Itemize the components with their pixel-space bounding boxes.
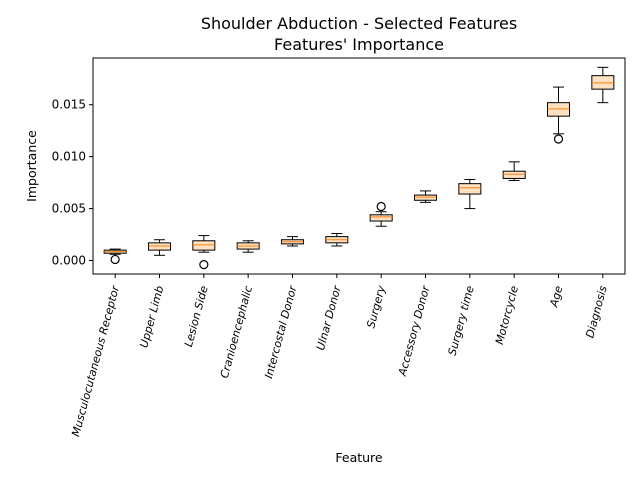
box-body — [192, 240, 216, 251]
box-body — [148, 242, 171, 251]
y-axis: 0.000 0.005 0.010 0.015 — [52, 98, 93, 268]
x-tick-label: Diagnosis — [583, 284, 609, 339]
x-tick-label: Motorcycle — [493, 284, 521, 346]
y-tick-label: 0.010 — [52, 150, 86, 164]
y-tick-label: 0.005 — [52, 202, 86, 216]
y-tick-label: 0.015 — [52, 98, 86, 112]
box-body — [369, 214, 393, 222]
box-11 — [547, 86, 570, 144]
x-tick-label: Musculocutaneous Receptor — [69, 283, 122, 438]
box-body — [502, 170, 526, 179]
x-tick-label: Intercostal Donor — [262, 283, 300, 380]
box-12 — [591, 66, 615, 104]
box-9 — [458, 179, 482, 210]
box-2 — [148, 239, 171, 256]
box-body — [547, 102, 570, 117]
outlier-point — [110, 254, 120, 265]
chart-subtitle: Features' Importance — [274, 35, 444, 54]
y-tick-label: 0.000 — [52, 254, 86, 268]
x-tick-label: Upper Limb — [137, 284, 166, 349]
box-8 — [414, 190, 437, 203]
outlier-point — [199, 260, 209, 270]
plot-frame — [92, 57, 626, 275]
box-body — [591, 75, 615, 90]
outlier-point — [376, 201, 386, 212]
x-tick-label: Surgery time — [446, 284, 477, 357]
box-3 — [192, 235, 216, 270]
box-6 — [325, 233, 349, 247]
boxes-layer — [103, 66, 615, 270]
box-10 — [502, 161, 526, 182]
y-axis-label: Importance — [24, 130, 39, 202]
chart-title: Shoulder Abduction - Selected Features — [201, 14, 517, 33]
x-tick-label: Ulnar Donor — [314, 283, 344, 352]
box-body — [414, 194, 437, 201]
x-axis: Musculocutaneous Receptor Upper Limb Lesio… — [69, 274, 610, 438]
x-tick-label: Surgery — [364, 284, 388, 330]
box-7 — [369, 201, 393, 227]
box-5 — [281, 236, 304, 247]
x-tick-label: Age — [547, 284, 565, 309]
box-1 — [103, 248, 127, 265]
x-tick-label: Lesion Side — [182, 284, 211, 348]
box-body — [458, 183, 482, 195]
x-tick-label: Cranioencephalic — [218, 284, 255, 379]
x-tick-label: Accessory Donor — [396, 283, 433, 378]
x-axis-label: Feature — [335, 450, 383, 465]
outlier-point — [553, 134, 564, 144]
box-4 — [236, 240, 260, 253]
